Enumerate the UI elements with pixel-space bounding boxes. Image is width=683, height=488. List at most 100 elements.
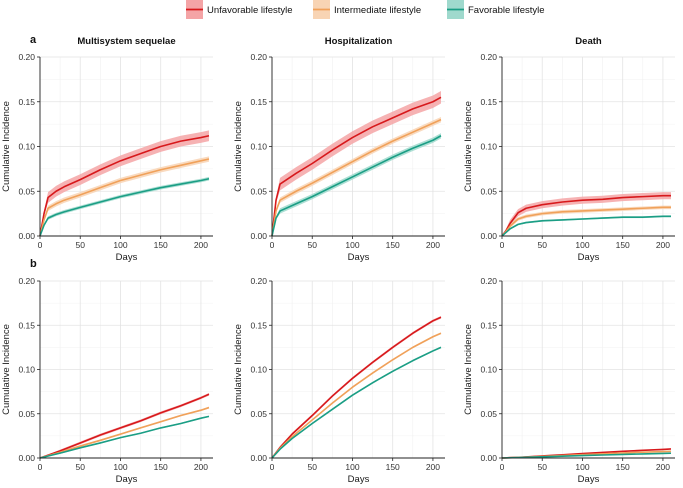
ci-band-unfavorable-lifestyle	[272, 315, 441, 458]
chart-panels: 0.00 0.05 0.10 0.15 0.20 0 50 100 150 200 Days Cumu…	[1, 36, 675, 485]
series-line-intermediate-lifestyle	[271, 332, 442, 459]
y-tick-label: 0.10	[18, 365, 35, 375]
series-line-favorable-lifestyle	[271, 346, 442, 459]
legend-item-unfavorable-lifestyle: Unfavorable lifestyle	[186, 0, 293, 19]
panel-title: Multisystem sequelae	[77, 36, 175, 47]
y-tick-label: 0.20	[18, 52, 35, 62]
y-tick-label: 0.00	[480, 453, 497, 463]
x-tick-label: 50	[75, 462, 85, 472]
x-tick-label: 150	[616, 462, 630, 472]
y-tick-label: 0.05	[250, 409, 267, 419]
x-tick-label: 150	[616, 240, 630, 250]
series-line-favorable-lifestyle	[271, 135, 442, 237]
series-line-unfavorable-lifestyle	[39, 393, 210, 459]
x-tick-label: 0	[500, 462, 505, 472]
ci-band-intermediate-lifestyle	[272, 116, 441, 236]
y-axis-title: Cumulative Incidence	[1, 101, 12, 192]
series-line-intermediate-lifestyle	[39, 158, 210, 237]
x-axis-title: Days	[578, 474, 600, 485]
y-tick-label: 0.10	[480, 365, 497, 375]
y-tick-label: 0.20	[480, 52, 497, 62]
series-line-favorable-lifestyle	[39, 415, 210, 459]
x-tick-label: 100	[113, 462, 127, 472]
x-tick-label: 0	[38, 462, 43, 472]
legend: Unfavorable lifestyle Intermediate lifest…	[186, 0, 545, 19]
x-tick-label: 50	[537, 462, 547, 472]
y-tick-label: 0.15	[18, 320, 35, 330]
x-tick-label: 100	[345, 240, 359, 250]
x-tick-label: 0	[270, 462, 275, 472]
x-axis-title: Days	[578, 252, 600, 263]
x-axis-title: Days	[116, 252, 138, 263]
x-tick-label: 100	[575, 462, 589, 472]
x-tick-label: 0	[270, 240, 275, 250]
y-tick-label: 0.10	[18, 142, 35, 152]
panel-letter-b: b	[30, 258, 37, 270]
x-tick-label: 150	[154, 462, 168, 472]
x-tick-label: 200	[194, 240, 208, 250]
y-tick-label: 0.15	[480, 97, 497, 107]
y-axis-title: Cumulative Incidence	[233, 101, 244, 192]
legend-label: Unfavorable lifestyle	[207, 5, 293, 16]
x-tick-label: 200	[426, 240, 440, 250]
series-line-unfavorable-lifestyle	[501, 194, 671, 237]
x-tick-label: 100	[575, 240, 589, 250]
y-tick-label: 0.05	[480, 186, 497, 196]
grid	[39, 56, 213, 237]
y-tick-label: 0.15	[250, 320, 267, 330]
series-line-unfavorable-lifestyle	[271, 316, 442, 459]
legend-label: Favorable lifestyle	[468, 5, 545, 16]
series-line-intermediate-lifestyle	[39, 406, 210, 459]
x-tick-label: 200	[194, 462, 208, 472]
y-axis-title: Cumulative Incidence	[463, 101, 474, 192]
x-tick-label: 50	[307, 462, 317, 472]
x-tick-label: 150	[154, 240, 168, 250]
y-tick-label: 0.10	[250, 365, 267, 375]
x-axis-title: Days	[348, 252, 370, 263]
y-tick-label: 0.15	[480, 320, 497, 330]
y-tick-label: 0.20	[250, 52, 267, 62]
panel-title: Hospitalization	[325, 36, 393, 47]
legend-label: Intermediate lifestyle	[334, 5, 421, 16]
y-tick-label: 0.00	[250, 231, 267, 241]
y-tick-label: 0.10	[480, 142, 497, 152]
y-tick-label: 0.05	[18, 186, 35, 196]
x-tick-label: 150	[386, 240, 400, 250]
panel-title: Death	[575, 36, 602, 47]
y-tick-label: 0.00	[250, 453, 267, 463]
series-line-intermediate-lifestyle	[271, 118, 442, 237]
ci-band-favorable-lifestyle	[272, 346, 441, 458]
x-tick-label: 0	[38, 240, 43, 250]
series-line-unfavorable-lifestyle	[39, 134, 210, 237]
y-axis-title: Cumulative Incidence	[463, 324, 474, 415]
panel-a-multisystem-sequelae: 0.00 0.05 0.10 0.15 0.20 0 50 100 150 200 Days Cumu…	[1, 36, 213, 263]
y-tick-label: 0.20	[250, 276, 267, 286]
legend-item-favorable-lifestyle: Favorable lifestyle	[447, 0, 545, 19]
x-tick-label: 50	[75, 240, 85, 250]
legend-item-intermediate-lifestyle: Intermediate lifestyle	[313, 0, 421, 19]
y-tick-label: 0.10	[250, 142, 267, 152]
panel-b-col-2: 0.00 0.05 0.10 0.15 0.20 0 50 100 150 200 Days Cumu…	[233, 276, 445, 485]
x-tick-label: 200	[656, 462, 670, 472]
y-tick-label: 0.15	[18, 97, 35, 107]
x-tick-label: 0	[500, 240, 505, 250]
x-axis-title: Days	[348, 474, 370, 485]
panel-b-col-1: 0.00 0.05 0.10 0.15 0.20 0 50 100 150 200 Days Cumu…	[1, 276, 213, 485]
y-tick-label: 0.00	[18, 231, 35, 241]
x-tick-label: 100	[113, 240, 127, 250]
series-line-favorable-lifestyle	[501, 452, 671, 459]
y-tick-label: 0.00	[480, 231, 497, 241]
x-tick-label: 50	[537, 240, 547, 250]
y-tick-label: 0.05	[250, 186, 267, 196]
grid	[501, 280, 675, 459]
ci-band-unfavorable-lifestyle	[502, 192, 671, 236]
y-tick-label: 0.20	[480, 276, 497, 286]
series-line-intermediate-lifestyle	[501, 206, 671, 237]
y-axis-title: Cumulative Incidence	[233, 324, 244, 415]
y-axis-title: Cumulative Incidence	[1, 324, 12, 415]
series-line-favorable-lifestyle	[501, 215, 671, 237]
y-tick-label: 0.00	[18, 453, 35, 463]
y-tick-label: 0.20	[18, 276, 35, 286]
x-tick-label: 100	[345, 462, 359, 472]
x-tick-label: 200	[426, 462, 440, 472]
